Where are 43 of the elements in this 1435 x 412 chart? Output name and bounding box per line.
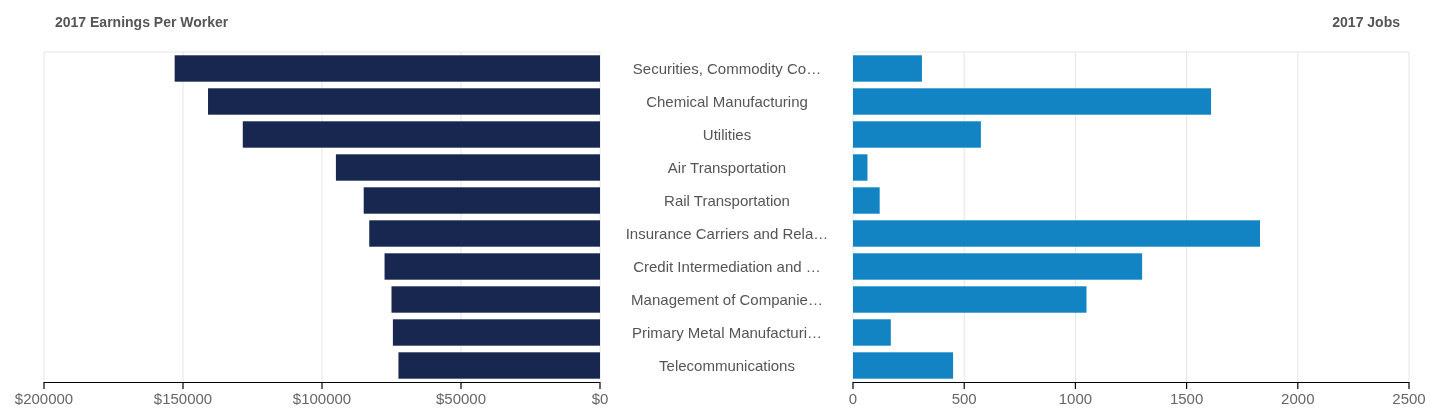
bar: [853, 253, 1143, 280]
bar: [853, 286, 1087, 313]
bar: [384, 253, 600, 280]
x-tick-label: 1000: [1058, 390, 1093, 407]
bar: [208, 88, 600, 115]
bar: [853, 88, 1212, 115]
chart-title: 2017 Earnings Per Worker: [55, 14, 229, 30]
x-tick-label: 2500: [1392, 390, 1426, 407]
bar: [853, 319, 891, 346]
x-tick-label: 0: [848, 390, 858, 407]
bar: [853, 352, 954, 379]
y-tick-label: Rail Transportation: [664, 191, 790, 209]
y-tick-label: Credit Intermediation and …: [633, 257, 821, 275]
bar: [853, 220, 1260, 247]
x-tick-label: 1500: [1169, 390, 1204, 407]
bar: [398, 352, 600, 379]
bar: [174, 55, 600, 82]
x-tick-label: 2000: [1281, 390, 1315, 407]
y-tick-label: Securities, Commodity Co…: [632, 59, 822, 77]
bar: [392, 319, 600, 346]
y-tick-label: Utilities: [702, 125, 752, 143]
x-tick-label: $150000: [153, 390, 213, 407]
bar: [369, 220, 600, 247]
y-tick-label: Chemical Manufacturing: [646, 92, 808, 110]
x-tick-label: $0: [591, 390, 609, 407]
y-tick-label: Air Transportation: [667, 158, 787, 176]
bar: [853, 154, 868, 181]
bar: [363, 187, 600, 214]
bar: [853, 121, 981, 148]
y-tick-label: Primary Metal Manufacturi…: [631, 323, 823, 341]
bar: [853, 55, 922, 82]
bar: [335, 154, 600, 181]
x-tick-label: $200000: [14, 390, 74, 407]
bar: [391, 286, 600, 313]
bar: [242, 121, 600, 148]
chart-title: 2017 Jobs: [1332, 14, 1401, 30]
x-tick-label: 500: [951, 390, 977, 407]
y-tick-label: Management of Companie…: [631, 290, 823, 308]
bar: [853, 187, 880, 214]
x-tick-label: $100000: [292, 390, 352, 407]
y-tick-label: Telecommunications: [659, 356, 795, 374]
x-tick-label: $50000: [435, 390, 487, 407]
y-tick-label: Insurance Carriers and Rela…: [625, 224, 829, 242]
